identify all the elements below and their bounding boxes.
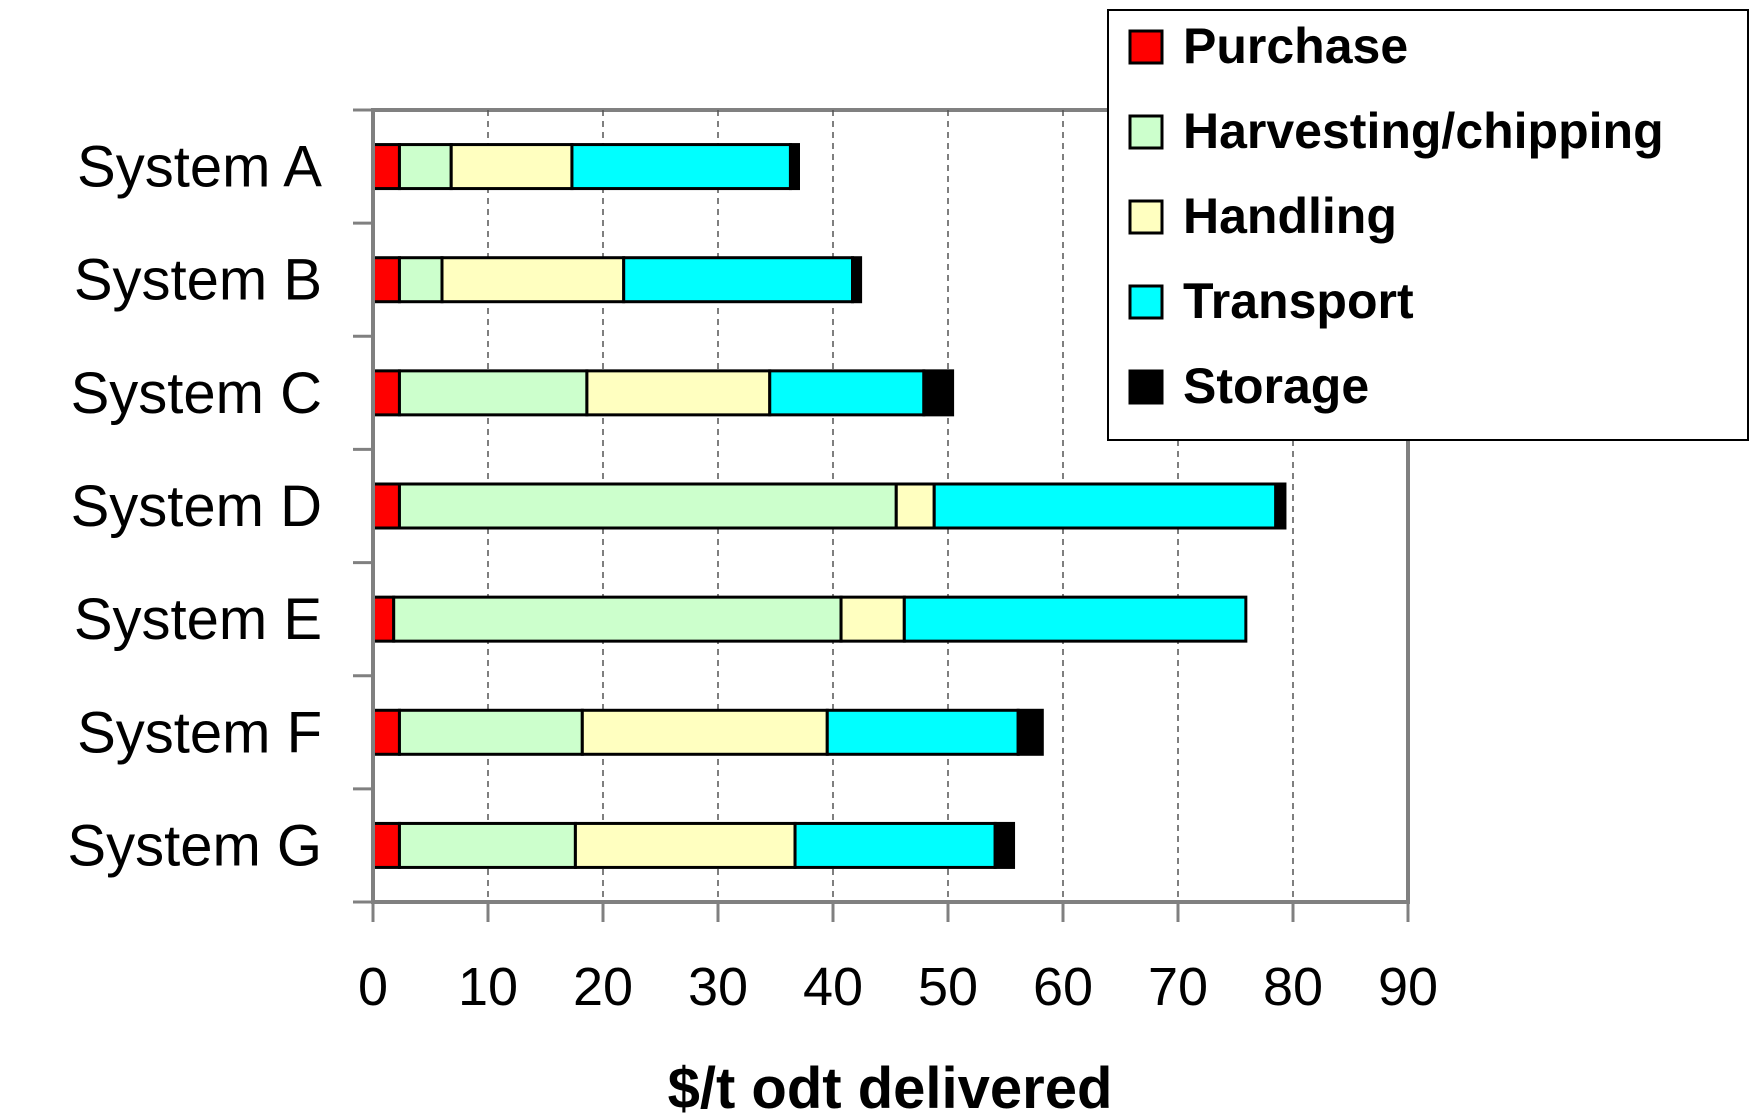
bar-segment bbox=[825, 708, 1020, 756]
category-label: System E bbox=[74, 587, 322, 652]
category-labels: System A System B System C System D System E… bbox=[67, 135, 322, 879]
category-label: System D bbox=[71, 474, 322, 539]
bar-segment bbox=[585, 369, 772, 417]
bar-segment bbox=[932, 482, 1278, 530]
bar-segment bbox=[371, 821, 401, 869]
bar-segment bbox=[449, 143, 574, 191]
bars bbox=[371, 143, 1287, 869]
bar-segment bbox=[1274, 482, 1287, 530]
x-tick-label: 80 bbox=[1263, 957, 1323, 1017]
bar-segment bbox=[397, 708, 584, 756]
legend-box bbox=[1107, 9, 1749, 441]
bar-segment bbox=[851, 256, 863, 304]
legend-swatch bbox=[1128, 114, 1164, 150]
axes bbox=[353, 108, 1410, 922]
x-tick-label: 70 bbox=[1148, 957, 1208, 1017]
bar-segment bbox=[788, 143, 801, 191]
bar-segment bbox=[392, 595, 843, 643]
bar-segment bbox=[839, 595, 906, 643]
bar-segment bbox=[993, 821, 1016, 869]
bar-segment bbox=[768, 369, 926, 417]
x-tick-labels: 0 10 20 30 40 50 60 70 80 90 bbox=[358, 957, 1438, 1017]
category-label: System B bbox=[74, 248, 322, 313]
bar-segment bbox=[570, 143, 792, 191]
bar-segment bbox=[371, 708, 401, 756]
legend-swatch bbox=[1128, 369, 1164, 405]
legend: Purchase Harvesting/chipping Handling Trans… bbox=[1107, 9, 1749, 441]
bar-segment bbox=[397, 143, 453, 191]
x-tick-label: 0 bbox=[358, 957, 388, 1017]
x-tick-label: 90 bbox=[1378, 957, 1438, 1017]
legend-label: Storage bbox=[1183, 358, 1369, 414]
legend-label: Handling bbox=[1183, 188, 1397, 244]
x-tick-label: 40 bbox=[803, 957, 863, 1017]
bar-segment bbox=[397, 482, 898, 530]
bar-segment bbox=[793, 821, 997, 869]
bar-segment bbox=[371, 143, 401, 191]
bar-segment bbox=[371, 595, 396, 643]
legend-swatch bbox=[1128, 199, 1164, 235]
bar-segment bbox=[894, 482, 936, 530]
x-tick-label: 20 bbox=[573, 957, 633, 1017]
x-tick-label: 50 bbox=[918, 957, 978, 1017]
x-tick-label: 10 bbox=[458, 957, 518, 1017]
bar-segment bbox=[397, 256, 444, 304]
x-axis-label: $/t odt delivered bbox=[668, 1056, 1113, 1120]
bar-segment bbox=[397, 369, 589, 417]
bar-segment bbox=[371, 482, 401, 530]
category-label: System C bbox=[71, 361, 322, 426]
x-tick-label: 30 bbox=[688, 957, 748, 1017]
legend-label: Purchase bbox=[1183, 18, 1408, 74]
legend-swatch bbox=[1128, 29, 1164, 65]
bar-segment bbox=[902, 595, 1248, 643]
bar-segment bbox=[580, 708, 829, 756]
bar-segment bbox=[397, 821, 577, 869]
legend-swatch bbox=[1128, 284, 1164, 320]
category-label: System F bbox=[77, 700, 322, 765]
bar-segment bbox=[622, 256, 855, 304]
bar-segment bbox=[1016, 708, 1044, 756]
bar-segment bbox=[440, 256, 626, 304]
bar-segment bbox=[573, 821, 797, 869]
category-label: System A bbox=[77, 135, 322, 200]
bar-segment bbox=[922, 369, 955, 417]
legend-label: Transport bbox=[1183, 273, 1414, 329]
bar-segment bbox=[371, 256, 401, 304]
x-tick-label: 60 bbox=[1033, 957, 1093, 1017]
bar-segment bbox=[371, 369, 401, 417]
category-label: System G bbox=[67, 813, 322, 878]
legend-label: Harvesting/chipping bbox=[1183, 103, 1664, 159]
